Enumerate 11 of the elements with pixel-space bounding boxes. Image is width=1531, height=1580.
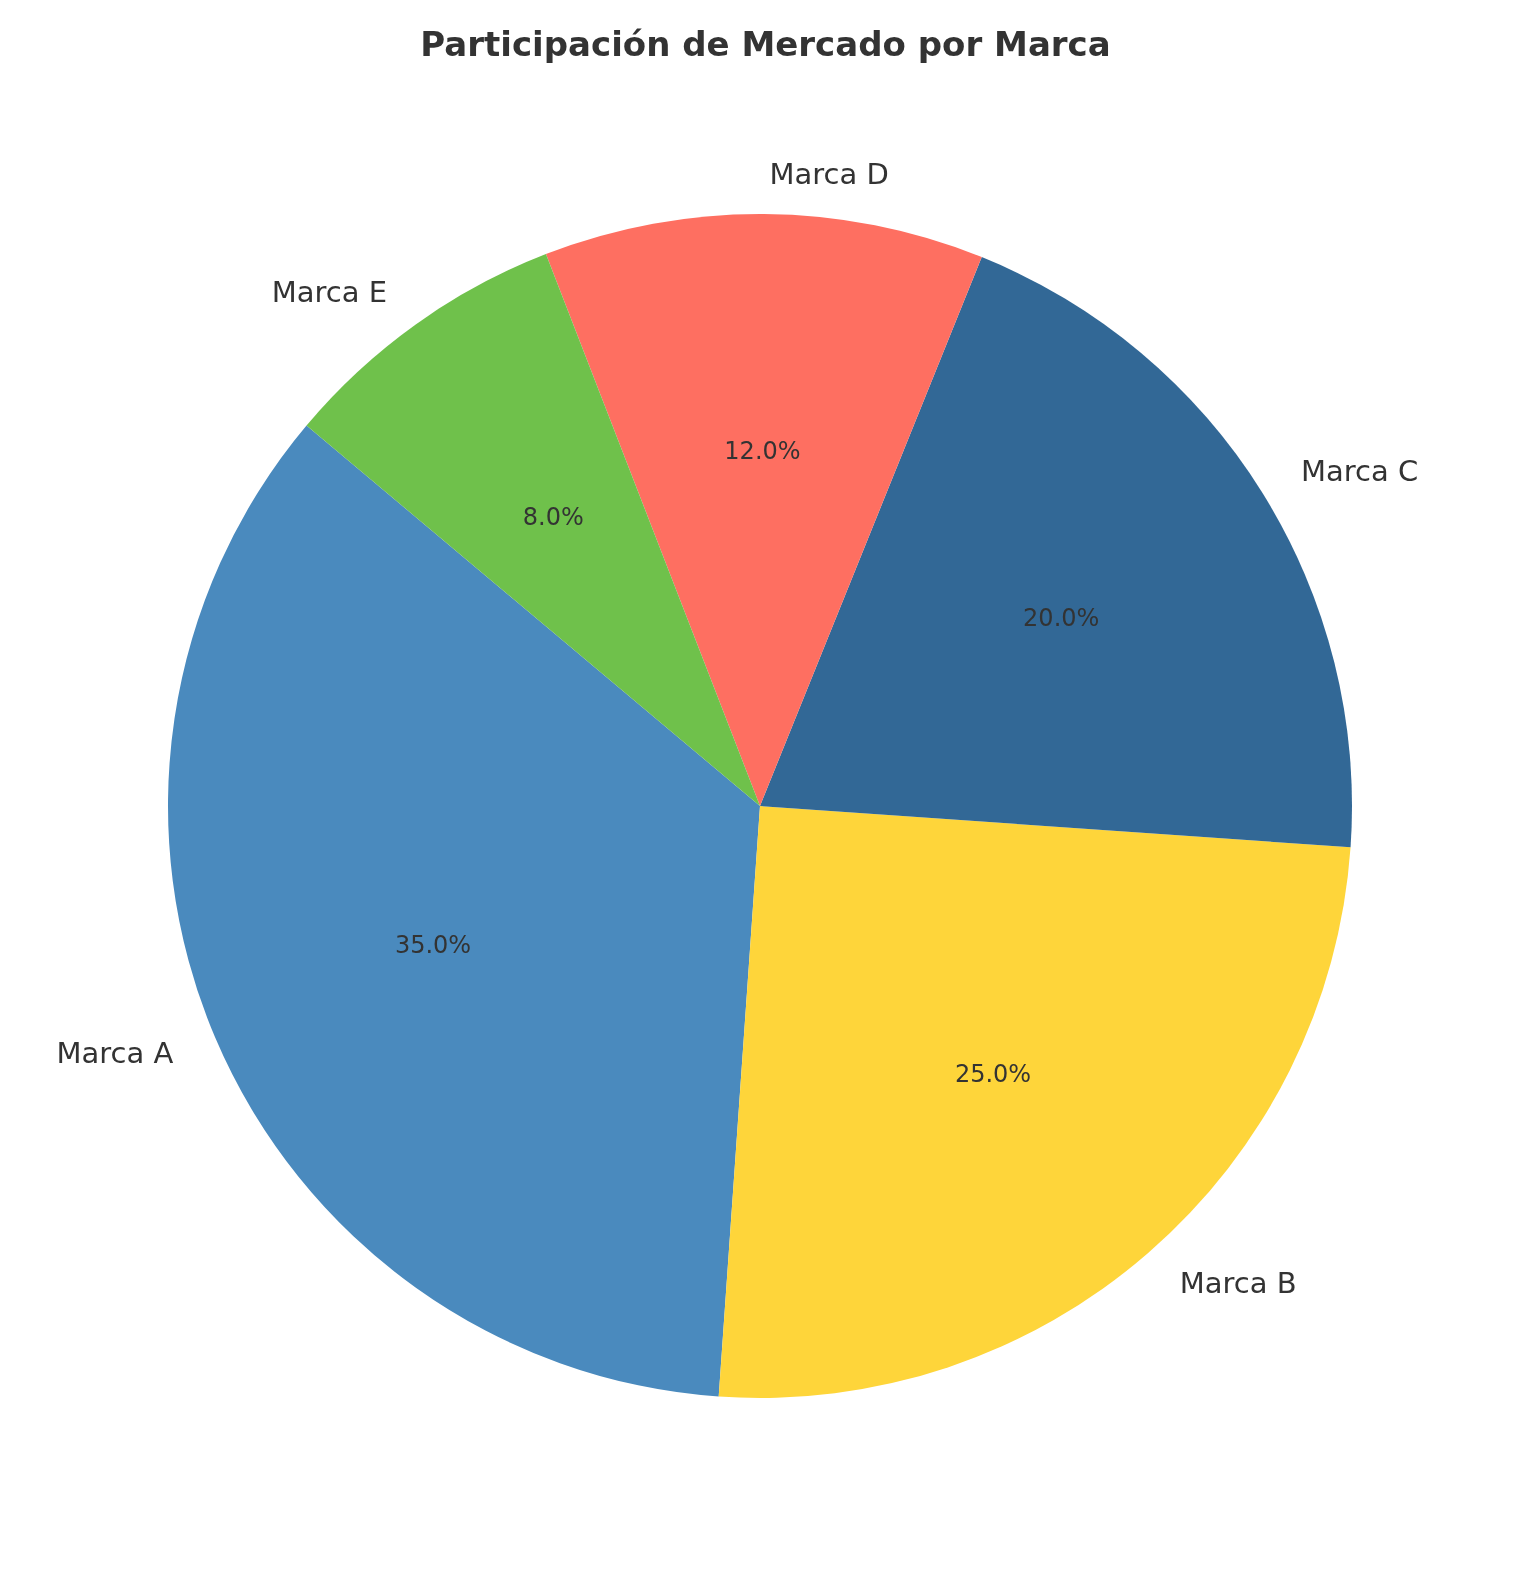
data-label: 20.0% [1023, 603, 1100, 632]
slice-label: Marca A [56, 1035, 174, 1070]
slice-label: Marca B [1179, 1265, 1297, 1300]
data-label: 25.0% [954, 1060, 1032, 1089]
chart-title: Participación de Mercado por Marca [420, 24, 1111, 64]
data-label: 8.0% [522, 503, 584, 532]
slice-label: Marca E [271, 275, 388, 310]
slice-label: Marca C [1300, 454, 1419, 489]
data-label: 12.0% [724, 436, 801, 465]
data-label: 35.0% [394, 930, 472, 959]
slice-label: Marca D [769, 157, 889, 192]
